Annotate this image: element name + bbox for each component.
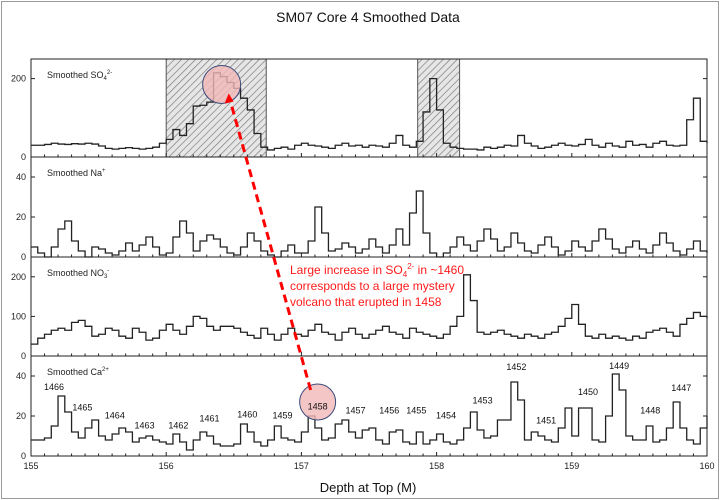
panel-border	[30, 58, 708, 158]
year-label: 1464	[105, 410, 125, 420]
year-label: 1466	[44, 382, 64, 392]
dashed-arrow	[228, 98, 313, 391]
y-tick-label: 0	[21, 451, 26, 461]
panel-label: Smoothed Ca2+	[47, 367, 109, 377]
year-label: 1451	[536, 416, 556, 426]
year-label: 1457	[345, 405, 365, 415]
y-tick-label: 100	[11, 311, 26, 321]
x-tick-label: 157	[294, 461, 309, 471]
year-label: 1460	[237, 409, 257, 419]
chart-title: SM07 Core 4 Smoothed Data	[276, 9, 460, 25]
y-tick-label: 20	[16, 411, 26, 421]
series-line	[31, 190, 708, 258]
year-label: 1459	[272, 410, 292, 420]
year-label-highlighted: 1458	[308, 401, 328, 411]
year-label: 1463	[135, 421, 155, 431]
year-label: 1453	[473, 395, 493, 405]
panel-label: Smoothed Na+	[47, 168, 106, 178]
series-line	[31, 373, 708, 451]
annotation-text: Large increase in SO42- in ~1460	[290, 262, 464, 279]
panel-label: Smoothed SO42-	[47, 70, 112, 82]
panel-label: Smoothed NO3-	[47, 268, 109, 280]
year-label: 1461	[199, 414, 219, 424]
year-label: 1454	[436, 410, 456, 420]
arrow-head-icon	[224, 93, 234, 104]
annotation-text: corresponds to a large mystery	[290, 279, 455, 293]
year-label: 1462	[168, 421, 188, 431]
panel-3: 0 20 40 Smoothed Ca2+ 1466 1465 1464 1463 1462 14…	[16, 355, 708, 461]
overlay: 1458 Large increase in SO42- in ~1460corr…	[202, 64, 464, 421]
y-tick-label: 0	[21, 252, 26, 262]
year-label: 1456	[379, 405, 399, 415]
x-tick-label: 159	[564, 461, 579, 471]
x-tick-label: 160	[699, 461, 714, 471]
annotation-text: volcano that erupted in 1458	[290, 295, 442, 309]
x-tick-label: 158	[429, 461, 444, 471]
year-label: 1447	[671, 383, 691, 393]
year-label: 1448	[640, 405, 660, 415]
x-tick-label: 155	[23, 461, 38, 471]
y-tick-label: 0	[21, 152, 26, 162]
y-tick-label: 0	[21, 351, 26, 361]
highlight-circle	[299, 383, 337, 421]
year-label: 1465	[72, 402, 92, 412]
x-axis-label: Depth at Top (M)	[320, 480, 417, 495]
year-label: 1455	[406, 405, 426, 415]
y-tick-label: 200	[11, 272, 26, 282]
panel-0: 0 200 Smoothed SO42-	[11, 58, 708, 162]
y-tick-label: 20	[16, 212, 26, 222]
y-tick-label: 40	[16, 172, 26, 182]
y-tick-label: 200	[11, 74, 26, 84]
panel-1: 0 20 40 Smoothed Na+	[16, 156, 708, 262]
series-line	[31, 72, 708, 151]
highlight-region	[417, 58, 461, 158]
highlight-circle	[202, 64, 242, 104]
year-label: 1449	[609, 361, 629, 371]
x-tick-label: 156	[159, 461, 174, 471]
year-label: 1450	[578, 387, 598, 397]
year-label: 1452	[506, 362, 526, 372]
y-tick-label: 40	[16, 371, 26, 381]
series-line	[31, 274, 708, 345]
